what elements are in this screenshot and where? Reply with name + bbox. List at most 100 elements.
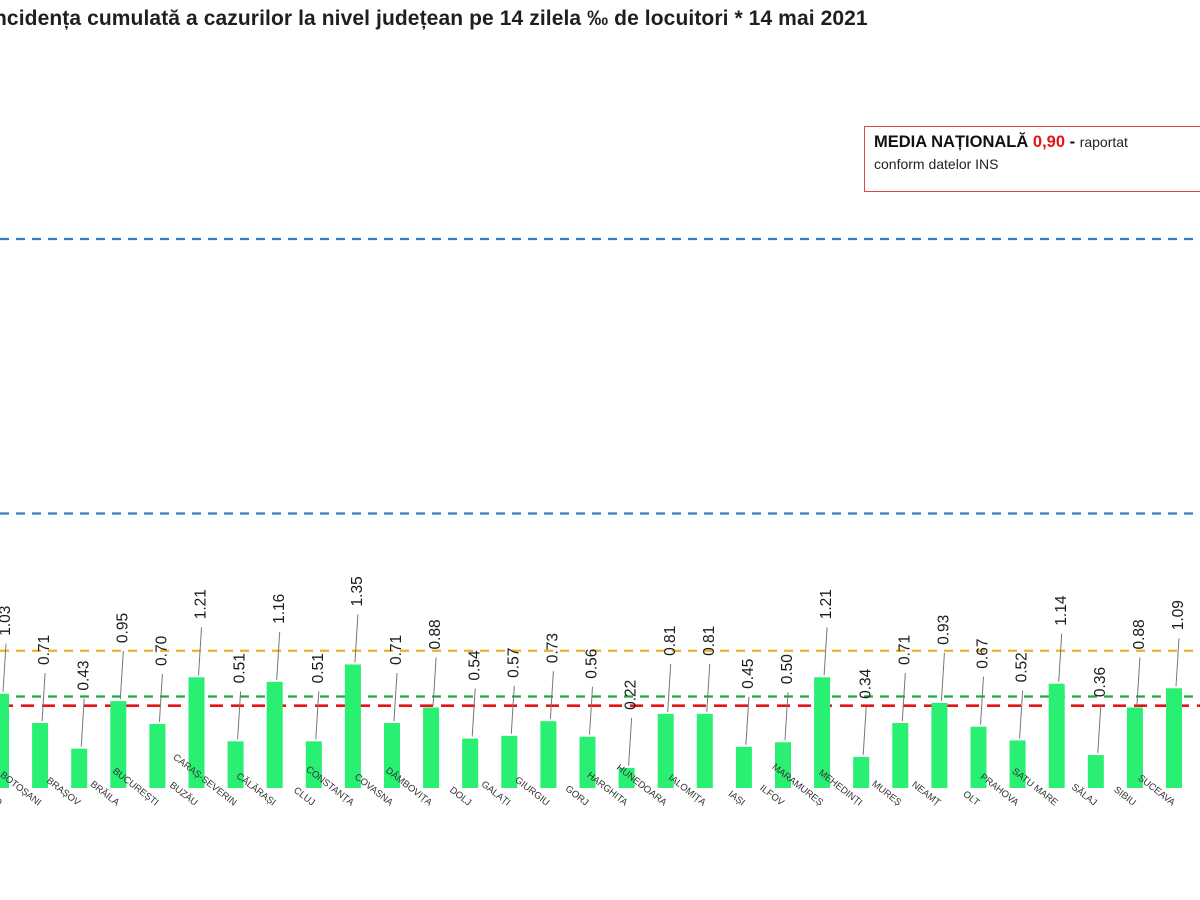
bar bbox=[579, 736, 596, 788]
bar bbox=[618, 767, 635, 788]
leader-line bbox=[2, 643, 7, 692]
annotation-separator: - bbox=[1065, 133, 1080, 151]
leader-line bbox=[706, 663, 711, 712]
bar bbox=[970, 726, 987, 788]
bar bbox=[735, 746, 752, 788]
bar bbox=[892, 723, 909, 788]
leader-line bbox=[1175, 638, 1180, 687]
value-label: 0.70 bbox=[153, 635, 170, 666]
value-label: 0.43 bbox=[75, 660, 92, 690]
bar bbox=[540, 721, 557, 788]
bar bbox=[696, 713, 713, 788]
value-label: 0.95 bbox=[114, 613, 131, 643]
bar bbox=[227, 741, 244, 788]
leader-line bbox=[510, 685, 515, 734]
value-labels-group: 1.03 0.71 0.43 0.95 0.70 1.21 0.51 1.16 0.51 1.35… bbox=[0, 576, 1187, 710]
national-mean-annotation: MEDIA NAȚIONALĂ 0,90 - raportat conform … bbox=[864, 126, 1200, 192]
value-label: 0.57 bbox=[505, 648, 522, 678]
value-label: 0.71 bbox=[896, 635, 913, 665]
leader-line bbox=[198, 627, 202, 676]
bar bbox=[305, 741, 322, 788]
value-label: 0.56 bbox=[584, 649, 601, 679]
annotation-value: 0,90 bbox=[1032, 133, 1066, 151]
bar bbox=[149, 723, 166, 788]
leader-line bbox=[667, 663, 672, 712]
value-label: 1.21 bbox=[193, 589, 210, 619]
value-label: 0.71 bbox=[388, 635, 405, 665]
bar bbox=[462, 738, 479, 788]
leader-line bbox=[745, 696, 750, 745]
leader-line bbox=[471, 688, 476, 737]
leader-line bbox=[940, 652, 945, 701]
value-label: 0.88 bbox=[1131, 619, 1148, 649]
bar bbox=[71, 748, 88, 788]
annotation-line-1: MEDIA NAȚIONALĂ 0,90 - raportat bbox=[874, 133, 1200, 152]
leader-line bbox=[784, 692, 789, 741]
bar bbox=[110, 701, 127, 788]
value-label: 0.52 bbox=[1014, 652, 1031, 682]
value-label: 1.14 bbox=[1053, 595, 1070, 626]
leader-line bbox=[549, 671, 554, 720]
bars-group bbox=[0, 664, 1182, 788]
bar bbox=[32, 723, 49, 788]
value-label: 1.09 bbox=[1170, 600, 1187, 630]
value-label: 1.21 bbox=[818, 589, 835, 619]
bar bbox=[501, 735, 518, 788]
leader-line bbox=[41, 673, 46, 722]
leader-line bbox=[1136, 657, 1141, 706]
value-label: 0.54 bbox=[466, 650, 483, 681]
chart-title: ncidența cumulată a cazurilor la nivel j… bbox=[0, 7, 868, 30]
bar bbox=[0, 693, 9, 788]
bar bbox=[423, 707, 440, 788]
leader-line bbox=[354, 614, 359, 663]
annotation-rest: raportat bbox=[1079, 134, 1128, 150]
category-label: OLT bbox=[961, 789, 982, 809]
threshold-lines bbox=[0, 237, 1200, 707]
value-label: 0.45 bbox=[740, 659, 757, 689]
leader-line bbox=[589, 686, 593, 735]
value-label: 0.81 bbox=[701, 626, 718, 656]
bar bbox=[1048, 683, 1065, 788]
value-label: 0.50 bbox=[779, 654, 796, 685]
value-label: 0.67 bbox=[975, 639, 992, 669]
leader-line bbox=[1097, 705, 1102, 754]
leader-line bbox=[237, 691, 242, 740]
annotation-line-2: conform datelor INS bbox=[874, 156, 999, 172]
annotation-label: MEDIA NAȚIONALĂ bbox=[874, 133, 1029, 151]
leader-line bbox=[862, 706, 867, 755]
value-label: 0.73 bbox=[544, 633, 561, 663]
category-label: SIBIU bbox=[1112, 784, 1138, 808]
value-label: 0.88 bbox=[427, 619, 444, 649]
bar bbox=[188, 677, 205, 788]
value-label: 0.71 bbox=[36, 635, 53, 665]
value-label: 0.51 bbox=[310, 653, 327, 683]
bar bbox=[344, 664, 361, 788]
category-label: CLUJ bbox=[291, 785, 317, 808]
bar bbox=[657, 713, 674, 788]
value-label: 1.35 bbox=[349, 576, 366, 606]
bar bbox=[931, 702, 948, 788]
value-label: 0.51 bbox=[232, 653, 249, 683]
category-label: DOLJ bbox=[447, 785, 473, 809]
leader-line bbox=[628, 717, 633, 766]
leader-line bbox=[1058, 633, 1063, 682]
bar bbox=[384, 723, 400, 788]
value-label: 1.16 bbox=[271, 594, 288, 624]
leader-line bbox=[276, 631, 281, 680]
leader-line bbox=[901, 673, 906, 722]
category-label: IAȘI bbox=[726, 789, 747, 809]
leader-line bbox=[80, 698, 85, 747]
value-label: 0.93 bbox=[935, 615, 952, 645]
value-label: 0.36 bbox=[1092, 667, 1109, 697]
bar bbox=[853, 756, 870, 788]
leader-line bbox=[158, 673, 163, 722]
leader-line bbox=[823, 627, 828, 676]
leader-line bbox=[432, 657, 437, 706]
bar bbox=[1087, 755, 1104, 788]
leader-line bbox=[1019, 690, 1024, 739]
bar bbox=[814, 677, 831, 788]
bar bbox=[266, 681, 283, 788]
value-label: 0.22 bbox=[623, 680, 640, 710]
leader-line bbox=[315, 691, 320, 740]
